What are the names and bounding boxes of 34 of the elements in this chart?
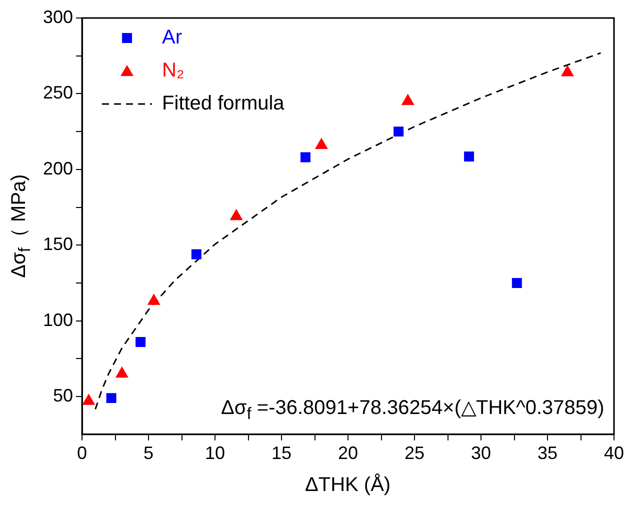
y-tick-label: 200: [42, 158, 74, 178]
legend-label: Ar: [162, 26, 182, 49]
x-tick-label: 20: [338, 443, 358, 464]
point: [315, 138, 328, 149]
point: [106, 393, 116, 404]
point: [82, 394, 95, 405]
y-tick-label: 300: [42, 6, 74, 27]
point: [394, 126, 404, 137]
x-tick-label: 0: [77, 443, 88, 464]
point: [116, 367, 128, 378]
x-tick-label: 35: [537, 443, 558, 464]
y-tick-label: 50: [53, 386, 74, 406]
x-tick-label: 15: [272, 443, 292, 464]
point: [300, 152, 310, 162]
point: [512, 278, 522, 288]
legend-label: N₂: [162, 60, 184, 82]
x-axis-title: ΔTHK (Å): [305, 474, 391, 498]
point: [191, 249, 202, 260]
point: [136, 337, 146, 348]
point: [464, 152, 474, 162]
legend-label: Fitted formula: [162, 92, 286, 115]
x-tick-label: 5: [144, 443, 154, 464]
y-tick-label: 150: [42, 234, 74, 254]
y-tick-label: 250: [42, 82, 74, 103]
point: [148, 294, 160, 305]
point: [562, 66, 574, 76]
x-tick-label: 25: [404, 443, 425, 464]
annotation: Δσ$_{f}$ =-36.8091+78.36254×(△THK^0.37859): [221, 396, 604, 424]
y-tick-label: 100: [42, 310, 74, 330]
point: [230, 210, 242, 220]
point: [402, 94, 414, 106]
x-tick-label: 30: [470, 443, 492, 464]
x-tick-label: 10: [205, 443, 226, 464]
x-tick-label: 40: [604, 443, 624, 464]
